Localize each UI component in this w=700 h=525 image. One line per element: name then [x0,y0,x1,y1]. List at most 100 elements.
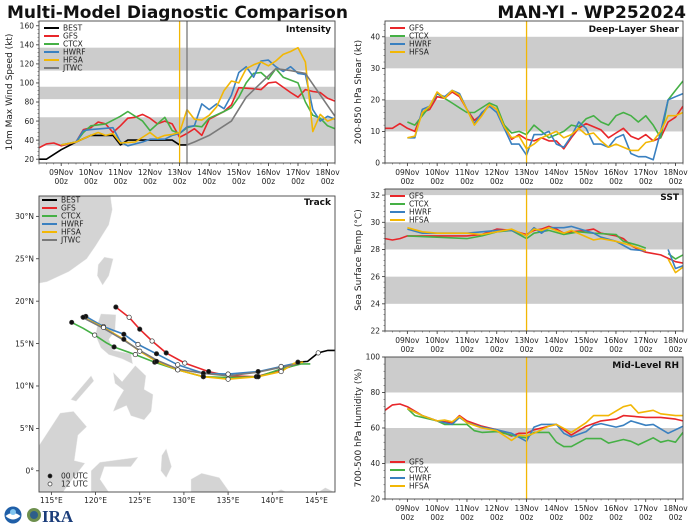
x-tick-date: 18Nov [663,336,688,345]
plot-frame [384,188,684,332]
rh-panel: 2040608010009Nov00z10Nov00z11Nov00z12Nov… [354,353,688,522]
x-tick-hour: 00z [669,513,683,522]
series-line-ctcx [407,80,683,139]
x-tick-hour: 00z [550,513,564,522]
y-axis-label: Sea Surface Temp (°C) [354,209,364,310]
legend-label: GFS [409,24,424,33]
panel-title: Track [304,198,332,208]
x-tick-hour: 00z [490,345,504,354]
legend-label: CTCX [409,32,429,41]
series-line-hfsa [407,226,683,274]
legend-item: HWRF [42,220,84,229]
legend-label: GFS [409,192,424,201]
lat-tick-label: 25°N [15,254,34,263]
shaded-band [385,189,683,196]
x-tick-hour: 00z [460,513,474,522]
y-tick-label: 140 [20,41,35,50]
marker-legend-label: 12 UTC [61,480,88,489]
x-tick-date: 17Nov [634,504,659,513]
track-marker-12utc [149,338,155,344]
track-marker-12utc [175,367,181,373]
x-tick-date: 11Nov [455,504,480,513]
legend-label: HFSA [409,216,430,225]
x-tick-date: 16Nov [604,504,629,513]
legend-item: HWRF [44,48,86,57]
track-marker-12utc [225,376,231,382]
x-tick-hour: 00z [579,177,593,186]
land-mass [70,375,95,402]
y-tick-label: 20 [370,495,380,504]
x-tick-hour: 00z [520,177,534,186]
y-tick-label: 80 [24,98,34,107]
legend-label: GFS [61,204,76,213]
lat-tick-label: 15°N [15,339,34,348]
track-marker-00utc [121,336,127,342]
x-tick-hour: 00z [550,177,564,186]
x-tick-date: 16Nov [604,336,629,345]
x-tick-date: 09Nov [49,168,74,177]
y-tick-label: 10 [370,127,380,136]
panel-title: Mid-Level RH [612,361,679,371]
y-tick-label: 28 [370,245,380,254]
x-tick-date: 13Nov [514,168,539,177]
x-tick-date: 17Nov [634,168,659,177]
legend-item: GFS [390,458,424,467]
series-line-hfsa [61,46,335,146]
track-marker-00utc [153,351,160,357]
shaded-band [385,357,683,393]
lon-tick-label: 145°E [305,496,328,505]
land-mass [160,448,172,478]
x-tick-hour: 00z [430,177,444,186]
track-marker-00utc [255,374,261,380]
track-marker-12utc [278,363,284,370]
track-marker-12utc [100,324,107,331]
x-tick-hour: 00z [609,345,623,354]
x-tick-date: 18Nov [316,168,341,177]
x-tick-date: 11Nov [455,336,480,345]
legend-item: CTCX [390,200,429,209]
y-tick-label: 80 [370,388,380,397]
x-tick-date: 18Nov [663,504,688,513]
legend-item: HFSA [42,228,82,237]
x-tick-date: 15Nov [227,168,252,177]
x-tick-hour: 00z [520,513,534,522]
track-marker-00utc [111,344,117,350]
track-marker-00utc [69,319,75,325]
track-marker-12utc [225,371,231,377]
marker-legend-label: 00 UTC [61,472,88,481]
legend-item: GFS [44,32,78,41]
x-tick-date: 15Nov [574,504,599,513]
y-tick-label: 40 [24,136,34,145]
shear-panel: 01020304009Nov00z10Nov00z11Nov00z12Nov00… [354,20,688,186]
legend-item: HFSA [390,48,430,57]
track-marker-12utc [175,362,181,368]
legend-item: CTCX [44,40,83,49]
x-tick-hour: 00z [460,177,474,186]
x-tick-date: 13Nov [514,336,539,345]
x-tick-hour: 00z [84,177,98,186]
x-tick-hour: 00z [262,177,276,186]
legend-item: CTCX [390,466,429,475]
legend-item: GFS [42,204,76,213]
x-tick-hour: 00z [460,345,474,354]
x-tick-hour: 00z [401,177,415,186]
track-panel: 115°E 120°E 125°E 130°E 135°E 140°E 145°E 0° 5°N… [15,195,336,505]
x-tick-date: 15Nov [574,168,599,177]
land-mass [112,365,154,421]
legend-label: HFSA [409,482,430,491]
lon-tick-label: 125°E [128,496,151,505]
plot-frame [38,20,336,164]
map-frame [38,195,336,493]
intensity-panel: 2040608010012014016009Nov00z10Nov00z11No… [5,20,341,186]
track-marker-12utc [126,314,132,320]
x-tick-hour: 00z [639,513,653,522]
x-tick-hour: 00z [291,177,305,186]
legend-label: HWRF [409,474,432,483]
series-line-gfs [39,81,335,149]
x-tick-hour: 00z [669,345,683,354]
x-tick-hour: 00z [579,513,593,522]
x-tick-date: 12Nov [138,168,163,177]
legend-label: CTCX [63,40,83,49]
filled-marker-icon [47,473,53,479]
